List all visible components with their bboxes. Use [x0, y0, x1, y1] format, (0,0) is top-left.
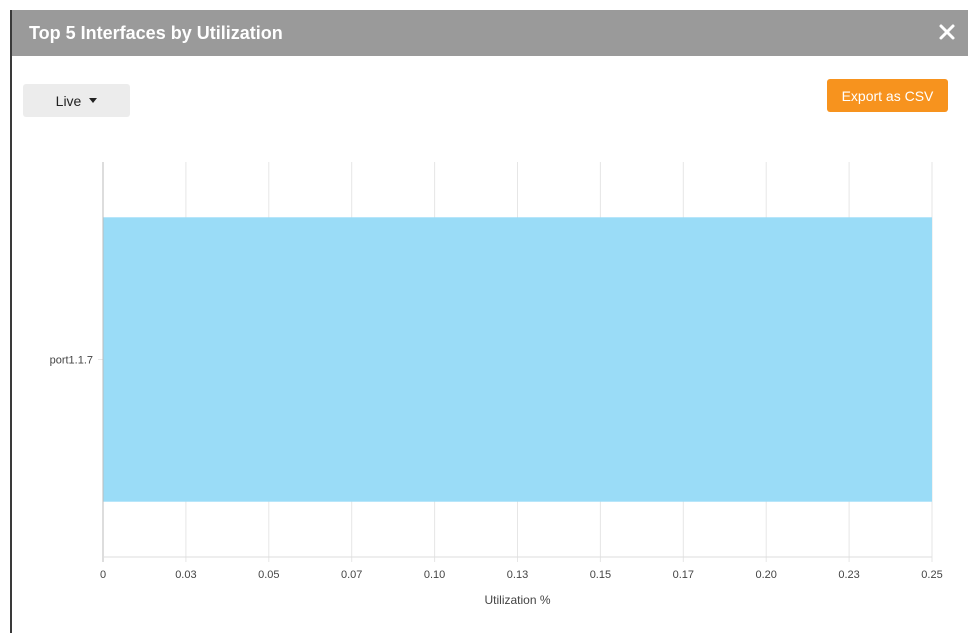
- x-tick-label: 0.23: [838, 569, 859, 581]
- x-tick-label: 0.13: [507, 569, 528, 581]
- x-tick-label: 0: [100, 569, 106, 581]
- x-tick-label: 0.07: [341, 569, 362, 581]
- close-icon[interactable]: [934, 19, 960, 45]
- time-range-dropdown[interactable]: Live: [23, 84, 130, 117]
- modal-header: Top 5 Interfaces by Utilization: [12, 10, 968, 56]
- x-tick-label: 0.17: [673, 569, 694, 581]
- export-csv-button[interactable]: Export as CSV: [827, 79, 948, 112]
- y-tick-label: port1.1.7: [50, 355, 93, 367]
- x-tick-label: 0.03: [175, 569, 196, 581]
- modal-title: Top 5 Interfaces by Utilization: [29, 23, 283, 43]
- x-tick-label: 0.05: [258, 569, 279, 581]
- time-range-label: Live: [55, 92, 82, 109]
- x-tick-label: 0.10: [424, 569, 445, 581]
- modal-border: [10, 10, 12, 633]
- caret-down-icon: [89, 98, 98, 103]
- x-tick-label: 0.15: [590, 569, 611, 581]
- bar-port1-1-7: [103, 217, 932, 502]
- x-tick-label: 0.25: [921, 569, 942, 581]
- x-axis-title: Utilization %: [484, 593, 550, 607]
- x-tick-label: 0.20: [755, 569, 776, 581]
